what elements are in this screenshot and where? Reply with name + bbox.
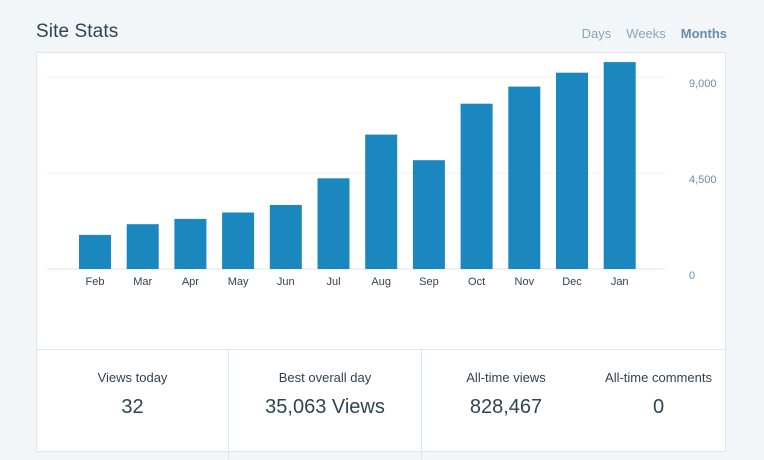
x-tick-label: Feb bbox=[86, 276, 105, 288]
tab-weeks[interactable]: Weeks bbox=[626, 26, 666, 41]
bar-aug[interactable] bbox=[365, 134, 398, 269]
y-tick-label: 4,500 bbox=[689, 174, 717, 186]
x-tick-label: Dec bbox=[562, 276, 582, 288]
stat-value: 35,063 Views bbox=[265, 396, 385, 418]
stat-value: 32 bbox=[121, 396, 144, 418]
bar-oct[interactable] bbox=[460, 103, 493, 269]
views-bar-chart: 9,000 4,500 0 Feb Mar Apr May Jun Jul Aug Sep Oct No… bbox=[47, 62, 717, 288]
x-tick-label: Jan bbox=[611, 276, 629, 288]
stat-all-time-views: All-time views 828,467 bbox=[422, 350, 590, 460]
bar-jun[interactable] bbox=[269, 205, 302, 269]
stat-label: Best overall day bbox=[278, 370, 372, 385]
stats-header: Site Stats Days Weeks Months bbox=[0, 0, 764, 52]
bar-sep[interactable] bbox=[412, 160, 445, 269]
y-tick-label: 9,000 bbox=[689, 78, 717, 90]
stat-value: 828,467 bbox=[469, 396, 543, 418]
stat-label: All-time views bbox=[466, 370, 546, 385]
x-tick-label: Nov bbox=[515, 276, 535, 288]
bar-nov[interactable] bbox=[508, 86, 541, 269]
stat-views-today: Views today 32 bbox=[37, 350, 229, 460]
bar-jul[interactable] bbox=[317, 178, 350, 269]
x-tick-label: Mar bbox=[133, 276, 152, 288]
x-tick-label: Sep bbox=[419, 276, 439, 288]
bar-apr[interactable] bbox=[174, 218, 207, 269]
bar-may[interactable] bbox=[222, 212, 255, 270]
page-title: Site Stats bbox=[36, 21, 119, 42]
stats-summary-row: Views today 32 Best overall day 35,063 V… bbox=[37, 349, 727, 460]
bar-mar[interactable] bbox=[126, 224, 159, 269]
bar-feb[interactable] bbox=[79, 234, 111, 269]
x-tick-label: Oct bbox=[468, 276, 485, 288]
stat-value: 0 bbox=[652, 396, 665, 418]
period-tabs: Days Weeks Months bbox=[582, 26, 727, 41]
bar-dec[interactable] bbox=[556, 72, 588, 269]
x-tick-label: Apr bbox=[182, 276, 199, 288]
bar-jan[interactable] bbox=[603, 62, 636, 269]
tab-days[interactable]: Days bbox=[581, 26, 612, 41]
x-tick-label: Jul bbox=[326, 276, 340, 288]
stat-best-day: Best overall day 35,063 Views bbox=[229, 350, 422, 460]
x-tick-label: Jun bbox=[277, 276, 295, 288]
stat-label: All-time comments bbox=[605, 370, 712, 385]
x-tick-label: May bbox=[228, 276, 249, 288]
stat-label: Views today bbox=[97, 370, 168, 385]
stat-all-time-comments: All-time comments 0 bbox=[590, 350, 727, 460]
x-tick-label: Aug bbox=[371, 276, 391, 288]
tab-months[interactable]: Months bbox=[680, 26, 727, 41]
y-tick-label: 0 bbox=[689, 270, 695, 282]
stats-card: 9,000 4,500 0 Feb Mar Apr May Jun Jul Aug Sep Oct No… bbox=[36, 52, 727, 460]
